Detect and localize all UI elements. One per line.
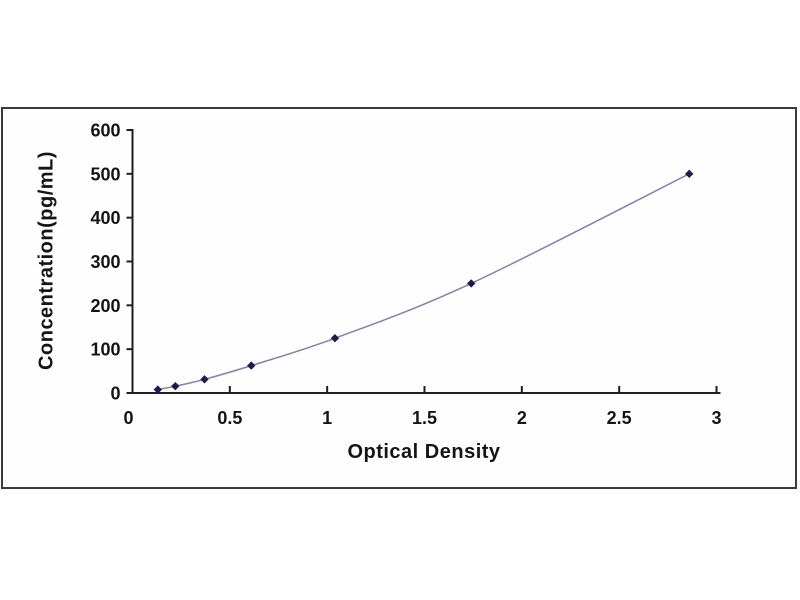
y-tick-label: 300 [90, 252, 120, 272]
data-point-marker [153, 385, 163, 394]
data-point-marker [200, 375, 209, 384]
data-point-marker [330, 334, 340, 343]
x-tick-label: 0 [123, 408, 133, 428]
y-axis-title: Concentration(pg/mL) [35, 151, 58, 370]
data-point-marker [247, 361, 256, 370]
y-tick-label: 500 [90, 164, 120, 184]
x-axis-title: Optical Density [347, 441, 501, 463]
y-tick-label: 200 [90, 296, 120, 316]
y-tick-label: 400 [90, 208, 120, 228]
x-tick-label: 1 [322, 408, 332, 428]
y-tick-label: 100 [90, 340, 120, 360]
data-point-marker [171, 381, 180, 391]
y-tick-label: 600 [90, 121, 120, 141]
x-tick-label: 2 [517, 408, 527, 428]
x-tick-label: 1.5 [412, 408, 437, 428]
chart-frame [1, 107, 797, 489]
curve-line [157, 173, 690, 391]
data-point-marker [467, 279, 476, 288]
data-point-marker [685, 169, 694, 179]
x-tick-label: 3 [711, 408, 721, 428]
x-tick-label: 2.5 [607, 408, 632, 428]
x-tick-label: 0.5 [217, 408, 242, 428]
y-tick-label: 0 [110, 384, 120, 404]
